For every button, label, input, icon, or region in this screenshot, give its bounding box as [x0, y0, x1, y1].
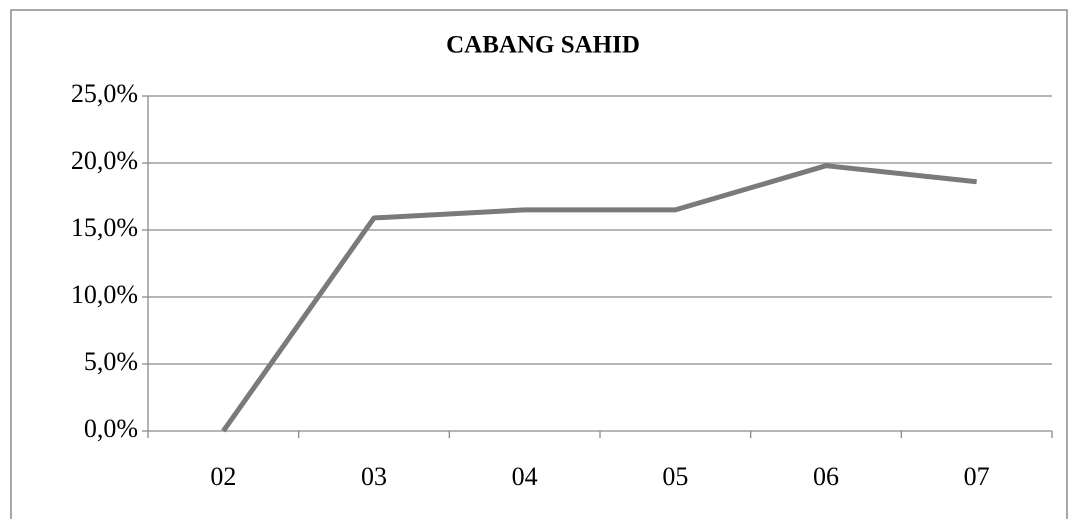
x-tick-label: 07: [964, 462, 990, 491]
y-tick-label: 25,0%: [71, 79, 138, 108]
x-tick-label: 04: [512, 462, 538, 491]
x-tick-label: 02: [210, 462, 236, 491]
y-tick-label: 20,0%: [71, 146, 138, 175]
x-tick-label: 03: [361, 462, 387, 491]
x-tick-label: 06: [813, 462, 839, 491]
chart-title: CABANG SAHID: [446, 32, 640, 59]
chart: CABANG SAHID 0,0% 5,0% 10,0% 15,0% 20,0% 25,0…: [0, 0, 1077, 519]
y-tick-label: 15,0%: [71, 213, 138, 242]
x-tick-label: 05: [662, 462, 688, 491]
y-tick-label: 5,0%: [84, 347, 138, 376]
page: CABANG SAHID 0,0% 5,0% 10,0% 15,0% 20,0% 25,0…: [0, 0, 1077, 519]
y-tick-label: 10,0%: [71, 280, 138, 309]
chart-frame: [11, 10, 1067, 519]
y-tick-label: 0,0%: [84, 414, 138, 443]
